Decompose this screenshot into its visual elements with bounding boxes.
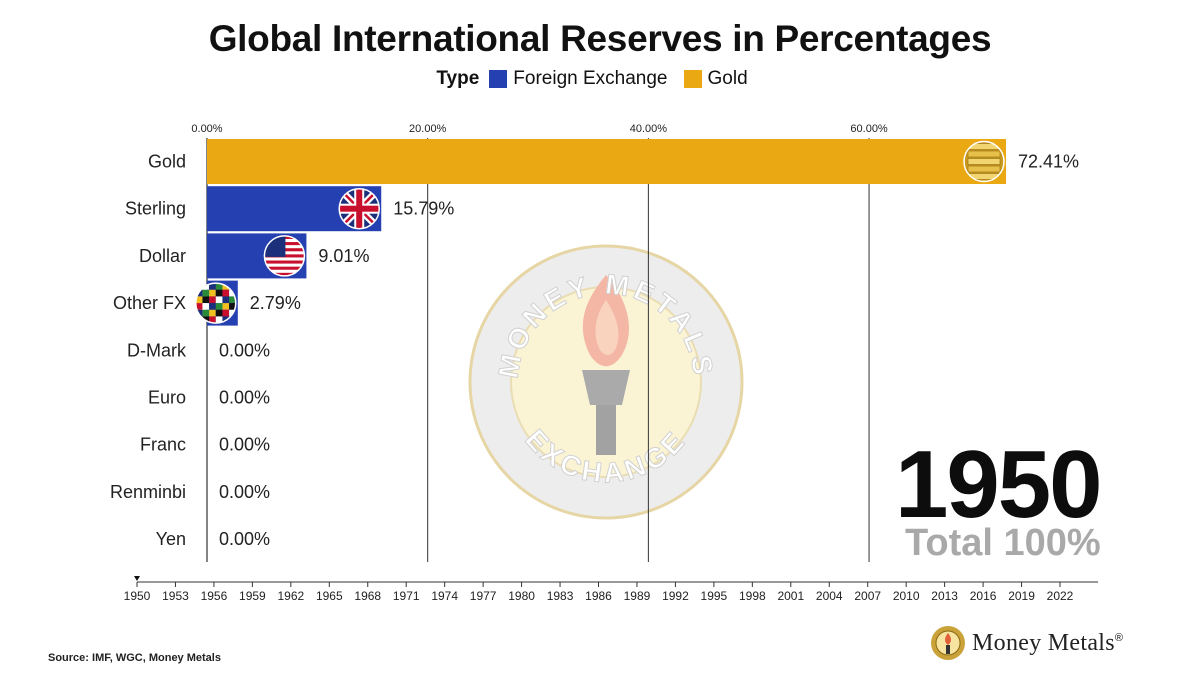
timeline-year-label: 1956 [201, 589, 228, 603]
timeline-year-label: 1989 [624, 589, 651, 603]
category-label-renminbi: Renminbi [110, 482, 186, 502]
bar-gold [207, 139, 1006, 184]
category-label-franc: Franc [140, 435, 186, 455]
legend: Type Foreign Exchange Gold [0, 68, 1200, 90]
current-year: 1950 [895, 431, 1103, 538]
timeline-year-label: 1962 [277, 589, 304, 603]
timeline-year-label: 1998 [739, 589, 766, 603]
brand-name: Money Metals [972, 629, 1115, 656]
value-label-other-fx: 2.79% [250, 293, 301, 313]
value-label-franc: 0.00% [219, 435, 270, 455]
value-label-yen: 0.00% [219, 529, 270, 549]
world-flags-icon [195, 282, 237, 324]
category-label-dollar: Dollar [139, 246, 186, 266]
value-label-gold: 72.41% [1018, 152, 1079, 172]
brand-registered-mark: ® [1114, 632, 1124, 644]
timeline-year-label: 1986 [585, 589, 612, 603]
timeline-year-label: 1950 [124, 589, 151, 603]
timeline-year-label: 1965 [316, 589, 343, 603]
category-label-d-mark: D-Mark [127, 340, 187, 360]
timeline-year-label: 2019 [1008, 589, 1035, 603]
legend-item-gold: Gold [683, 68, 748, 90]
x-tick-label: 60.00% [850, 123, 888, 135]
x-tick-label: 20.00% [409, 123, 447, 135]
money-metals-torch-seal-icon: MONEY METALS EXCHANGE [468, 244, 744, 520]
legend-label-foreign-exchange: Foreign Exchange [513, 68, 668, 89]
value-labels: 72.41% 15.79% 9.01% 2.79% 0.00% 0.00% 0.00% 0.0… [219, 152, 1079, 550]
legend-swatch-gold [683, 70, 702, 88]
category-label-gold: Gold [148, 152, 186, 172]
timeline-current-marker [134, 576, 140, 581]
value-label-d-mark: 0.00% [219, 340, 270, 360]
source-note: Source: IMF, WGC, Money Metals [48, 652, 221, 664]
timeline-year-label: 1959 [239, 589, 266, 603]
us-flag-icon [263, 235, 306, 277]
timeline-year-label: 1977 [470, 589, 497, 603]
legend-swatch-foreign-exchange [489, 70, 508, 88]
x-tick-label: 0.00% [191, 123, 222, 135]
x-tick-label: 40.00% [630, 123, 668, 135]
category-labels: Gold Sterling Dollar Other FX D-Mark Euro Fran… [110, 152, 187, 550]
chart-title: Global International Reserves in Percent… [208, 18, 992, 59]
timeline-year-label: 1992 [662, 589, 689, 603]
year-timeline: 1950 1953 1956 1959 1962 1965 1968 1971 1974 1977… [124, 576, 1098, 603]
category-label-euro: Euro [148, 388, 186, 408]
timeline-year-label: 1974 [431, 589, 458, 603]
timeline-year-label: 1995 [701, 589, 728, 603]
money-metals-seal-icon [931, 626, 965, 660]
x-axis-ticks: 0.00% 20.00% 40.00% 60.00% [191, 123, 888, 135]
timeline-year-label: 1983 [547, 589, 574, 603]
timeline-year-label: 2022 [1047, 589, 1074, 603]
timeline-year-label: 1953 [162, 589, 189, 603]
value-label-dollar: 9.01% [318, 246, 369, 266]
category-label-other-fx: Other FX [113, 293, 186, 313]
brand-logo: Money Metals ® [930, 625, 1123, 661]
timeline-year-label: 2010 [893, 589, 920, 603]
timeline-year-label: 2016 [970, 589, 997, 603]
timeline-year-label: 1980 [508, 589, 535, 603]
category-label-sterling: Sterling [125, 199, 186, 219]
category-label-yen: Yen [156, 529, 186, 549]
legend-item-foreign-exchange: Foreign Exchange [489, 68, 668, 90]
gold-bars-icon [963, 140, 1005, 183]
legend-label-gold: Gold [707, 68, 748, 89]
bars [195, 139, 1006, 326]
timeline-year-label: 1968 [354, 589, 381, 603]
timeline-year-label: 2001 [777, 589, 804, 603]
timeline-year-label: 1971 [393, 589, 420, 603]
legend-title: Type [436, 68, 480, 89]
uk-flag-icon [338, 187, 380, 230]
value-label-renminbi: 0.00% [219, 482, 270, 502]
timeline-year-label: 2004 [816, 589, 843, 603]
total-label: Total 100% [905, 522, 1101, 564]
timeline-year-label: 2013 [931, 589, 958, 603]
value-label-euro: 0.00% [219, 388, 270, 408]
value-label-sterling: 15.79% [393, 199, 454, 219]
timeline-year-label: 2007 [854, 589, 881, 603]
